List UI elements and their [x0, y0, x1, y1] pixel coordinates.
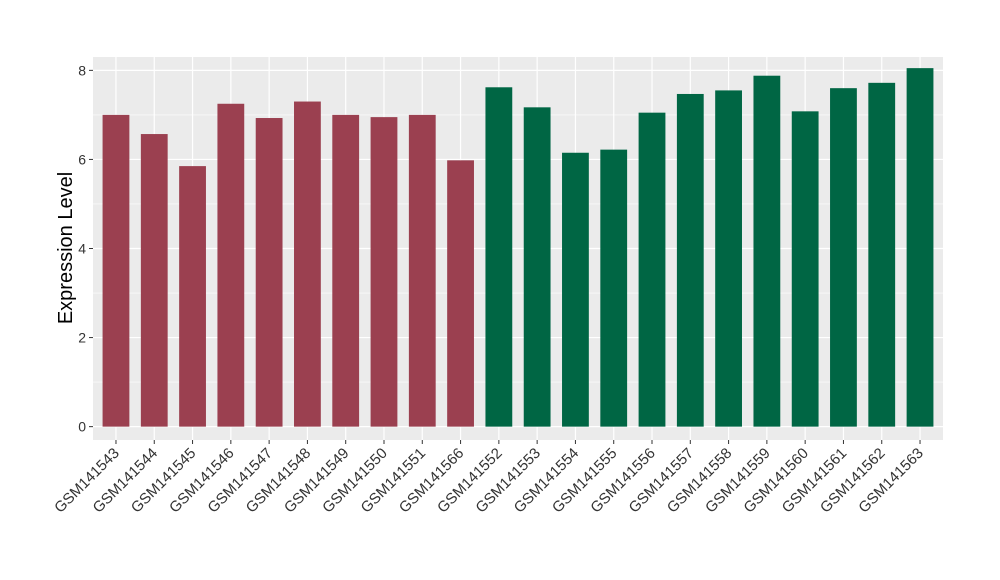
y-axis-title: Expression Level — [55, 172, 77, 324]
y-tick-label: 8 — [78, 62, 86, 78]
bar-GSM141545 — [179, 166, 206, 427]
bar-GSM141551 — [408, 114, 436, 427]
bar-GSM141548 — [294, 101, 321, 427]
bar-GSM141563 — [906, 68, 934, 427]
bar-GSM141556 — [638, 112, 666, 427]
y-axis: 0 2 4 6 8 — [78, 62, 93, 435]
bar-GSM141543 — [102, 114, 130, 427]
x-axis: GSM141543GSM141544GSM141545GSM141546GSM1… — [51, 440, 927, 516]
bar-GSM141544 — [140, 134, 168, 427]
bar-GSM141561 — [830, 88, 857, 427]
bar-GSM141559 — [753, 75, 781, 427]
bar-GSM141554 — [562, 152, 589, 427]
y-tick-label: 2 — [78, 330, 86, 346]
bar-GSM141562 — [868, 82, 896, 427]
bar-GSM141553 — [523, 107, 551, 427]
y-tick-label: 0 — [78, 419, 86, 435]
bar-GSM141550 — [370, 117, 398, 427]
bar-GSM141552 — [485, 87, 513, 427]
y-tick-label: 4 — [78, 241, 86, 257]
bar-GSM141558 — [715, 90, 742, 427]
bar-GSM141566 — [447, 160, 474, 427]
y-tick-label: 6 — [78, 151, 86, 167]
bar-GSM141549 — [332, 114, 360, 427]
bar-GSM141557 — [676, 93, 704, 427]
bar-GSM141547 — [255, 118, 283, 427]
bar-GSM141560 — [791, 111, 819, 427]
bar-GSM141546 — [217, 103, 245, 427]
bars — [102, 68, 934, 427]
bar-GSM141555 — [600, 149, 628, 427]
